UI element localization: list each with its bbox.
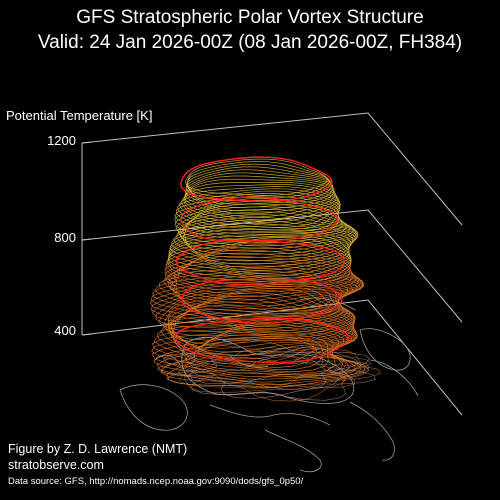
isentropic-contour <box>177 190 341 231</box>
isentropic-contour <box>168 265 365 310</box>
isentropic-contour <box>168 235 352 279</box>
tick-label-800: 800 <box>54 230 76 245</box>
red-contour-ring <box>180 156 333 203</box>
gridline-1200 <box>81 112 463 226</box>
isentropic-contour <box>151 284 350 332</box>
isentropic-contour <box>170 312 359 363</box>
isentropic-contour <box>167 301 355 353</box>
isentropic-contour <box>158 270 361 315</box>
isentropic-contour <box>156 347 356 388</box>
tick-mark-400 <box>81 333 93 336</box>
isentropic-contour <box>172 262 365 307</box>
isentropic-contour <box>183 344 362 389</box>
red-contour-ring <box>174 317 350 364</box>
tick-label-1200: 1200 <box>47 133 76 148</box>
isentropic-contour <box>162 346 359 390</box>
tick-mark-800 <box>81 238 93 241</box>
red-contour-ring <box>180 196 339 243</box>
isentropic-contour <box>154 273 358 318</box>
isentropic-contour <box>168 231 350 274</box>
isentropic-contour <box>160 317 358 368</box>
isentropic-contour <box>164 243 351 288</box>
isentropic-contour <box>164 249 356 294</box>
isentropic-contour <box>184 356 346 401</box>
isentropic-contour <box>150 282 348 329</box>
isentropic-contour <box>174 198 343 238</box>
page-subtitle: Valid: 24 Jan 2026-00Z (08 Jan 2026-00Z,… <box>37 32 463 53</box>
isentropic-contour <box>173 222 356 265</box>
isentropic-contour <box>177 356 370 399</box>
isentropic-contour <box>171 225 354 268</box>
isentropic-contour <box>179 188 341 228</box>
isentropic-contour <box>153 321 353 372</box>
isentropic-contour <box>168 295 356 345</box>
axis-grid <box>81 112 463 416</box>
isentropic-contour <box>177 206 354 247</box>
isentropic-contour <box>174 195 339 235</box>
credit-site: stratobserve.com <box>8 458 104 472</box>
z-axis-label: Potential Temperature [K] <box>6 108 153 123</box>
isentropic-contour <box>151 326 345 376</box>
isentropic-contour <box>169 304 356 357</box>
credit-source: Data source: GFS, http://nomads.ncep.noa… <box>8 476 304 487</box>
isentropic-contour <box>175 203 351 244</box>
isentropic-contour <box>169 259 364 304</box>
isentropic-contour <box>151 323 350 374</box>
isentropic-contour <box>185 158 328 196</box>
isentropic-contour <box>155 286 354 334</box>
isentropic-contour <box>181 186 341 226</box>
isentropic-contour <box>184 175 336 215</box>
isentropic-contour <box>167 298 355 349</box>
isentropic-contour <box>179 356 347 402</box>
isentropic-contour <box>179 217 359 258</box>
isentropic-contour <box>153 331 356 380</box>
isentropic-contour <box>169 229 351 271</box>
isentropic-contour <box>163 290 356 338</box>
red-contour-ring <box>181 278 343 325</box>
isentropic-contour <box>162 268 364 312</box>
isentropic-contour <box>158 287 355 336</box>
tick-label-400: 400 <box>54 323 76 338</box>
polar-vortex-isosurface <box>149 158 381 402</box>
credit-author: Figure by Z. D. Lawrence (NMT) <box>8 442 188 456</box>
red-contour-rings <box>174 156 350 364</box>
isentropic-contour <box>151 328 351 377</box>
tick-mark-1200 <box>81 141 93 144</box>
isentropic-contour <box>156 334 362 383</box>
page-title: GFS Stratospheric Polar Vortex Structure <box>76 7 424 28</box>
isentropic-contour <box>164 246 353 291</box>
